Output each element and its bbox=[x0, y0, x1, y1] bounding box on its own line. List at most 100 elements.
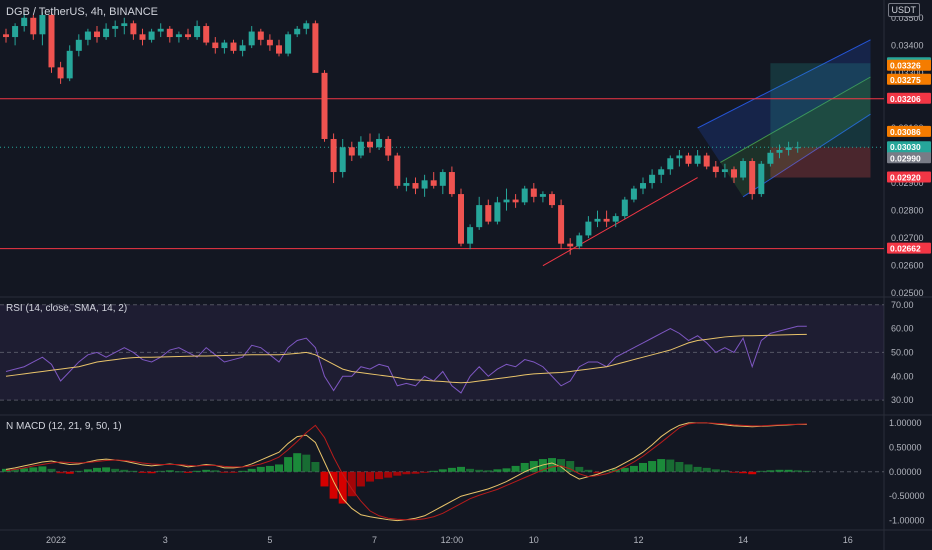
macd-histogram-bar bbox=[366, 471, 374, 482]
macd-histogram-bar bbox=[284, 457, 293, 472]
stop-loss-zone bbox=[770, 147, 871, 178]
rsi-tick-label: 30.00 bbox=[891, 395, 914, 405]
candle-body bbox=[448, 172, 455, 195]
price-tag bbox=[887, 73, 931, 85]
macd-histogram-bar bbox=[548, 458, 556, 472]
macd-histogram-bar bbox=[639, 462, 647, 472]
macd-histogram-bar bbox=[502, 468, 511, 472]
macd-histogram-bar bbox=[384, 471, 393, 478]
macd-histogram-bar bbox=[484, 470, 493, 472]
target-profit-zone bbox=[770, 63, 871, 148]
candle-body bbox=[685, 155, 692, 164]
candle-body bbox=[376, 138, 383, 148]
candle-body bbox=[48, 15, 55, 68]
candle-body bbox=[121, 23, 128, 27]
macd-histogram-bar bbox=[629, 465, 638, 472]
candle-body bbox=[312, 23, 319, 73]
macd-histogram-bar bbox=[675, 462, 684, 472]
macd-histogram-bar bbox=[620, 467, 629, 472]
candle-body bbox=[194, 26, 201, 38]
time-tick-label: 5 bbox=[267, 535, 272, 545]
macd-histogram-bar bbox=[275, 464, 283, 472]
candle-body bbox=[485, 205, 492, 222]
candle-body bbox=[567, 243, 574, 247]
macd-histogram-bar bbox=[229, 471, 238, 473]
price-tag-label: 0.03206 bbox=[890, 94, 921, 104]
macd-histogram-bar bbox=[320, 471, 329, 487]
price-tag-label: 0.03086 bbox=[890, 127, 921, 137]
candle-body bbox=[57, 67, 64, 79]
candle-body bbox=[658, 169, 665, 175]
candle-body bbox=[612, 216, 619, 222]
candle-body bbox=[776, 150, 783, 153]
macd-histogram-bar bbox=[184, 471, 192, 473]
macd-histogram-bar bbox=[238, 470, 247, 472]
price-tag-label: 0.03275 bbox=[890, 75, 921, 85]
candle-body bbox=[703, 155, 710, 167]
candle-body bbox=[621, 199, 628, 217]
macd-histogram-bar bbox=[202, 469, 211, 472]
candle-body bbox=[476, 205, 483, 228]
candle-body bbox=[230, 42, 237, 51]
candle-body bbox=[112, 26, 119, 29]
time-tick-label: 3 bbox=[163, 535, 168, 545]
macd-histogram-bar bbox=[730, 471, 738, 473]
macd-histogram-bar bbox=[247, 468, 256, 472]
candle-body bbox=[512, 199, 519, 203]
macd-histogram-bar bbox=[447, 467, 456, 472]
macd-histogram-bar bbox=[356, 471, 365, 487]
candle-body bbox=[749, 161, 756, 195]
macd-histogram-bar bbox=[702, 467, 711, 472]
rsi-tick-label: 70.00 bbox=[891, 300, 914, 310]
quote-currency-badge[interactable]: USDT bbox=[887, 3, 920, 17]
candle-body bbox=[594, 218, 601, 222]
macd-histogram-bar bbox=[657, 459, 666, 472]
macd-histogram-bar bbox=[466, 468, 475, 472]
candle-body bbox=[21, 17, 28, 27]
macd-tick-label: 0.50000 bbox=[889, 442, 922, 452]
time-tick-label: 12:00 bbox=[441, 535, 464, 545]
candle-body bbox=[549, 194, 555, 206]
candle-body bbox=[530, 188, 537, 197]
macd-label[interactable]: N MACD (12, 21, 9, 50, 1) bbox=[6, 421, 122, 432]
candle-body bbox=[157, 28, 164, 32]
candle-body bbox=[649, 174, 656, 184]
rsi-label[interactable]: RSI (14, close, SMA, 14, 2) bbox=[6, 303, 128, 314]
price-tag-label: 0.03030 bbox=[890, 142, 921, 152]
macd-histogram-bar bbox=[648, 461, 657, 472]
candle-body bbox=[321, 72, 328, 139]
macd-histogram-bar bbox=[138, 471, 147, 473]
candle-body bbox=[248, 31, 255, 46]
rsi-tick-label: 60.00 bbox=[891, 324, 914, 334]
fib-channel-band bbox=[697, 39, 871, 163]
candle-body bbox=[303, 23, 310, 29]
macd-histogram-bar bbox=[329, 471, 338, 499]
macd-histogram-bar bbox=[784, 469, 793, 472]
candle-body bbox=[266, 39, 273, 46]
macd-histogram-bar bbox=[402, 471, 411, 475]
macd-histogram-bar bbox=[338, 471, 347, 504]
candle-body bbox=[758, 163, 765, 195]
candle-body bbox=[203, 26, 210, 43]
candle-body bbox=[276, 45, 282, 54]
candle-body bbox=[148, 31, 155, 40]
candle-body bbox=[339, 147, 346, 173]
candle-body bbox=[458, 194, 464, 244]
macd-histogram-bar bbox=[575, 466, 584, 472]
candle-body bbox=[221, 42, 228, 49]
candle-body bbox=[403, 183, 410, 186]
macd-histogram-bar bbox=[748, 471, 757, 475]
price-tag bbox=[887, 92, 931, 104]
candle-body bbox=[348, 147, 355, 156]
candle-body bbox=[712, 166, 719, 173]
candle-body bbox=[394, 155, 401, 186]
fib-channel-line bbox=[742, 113, 871, 198]
candle-body bbox=[521, 188, 528, 203]
candle-body bbox=[84, 31, 91, 40]
macd-histogram-bar bbox=[720, 470, 729, 472]
symbol-title: DGB / TetherUS, 4h, BINANCE bbox=[6, 6, 159, 18]
support-trendline bbox=[542, 177, 698, 267]
time-tick-label: 12 bbox=[633, 535, 643, 545]
price-tick-label: 0.03400 bbox=[891, 40, 924, 50]
